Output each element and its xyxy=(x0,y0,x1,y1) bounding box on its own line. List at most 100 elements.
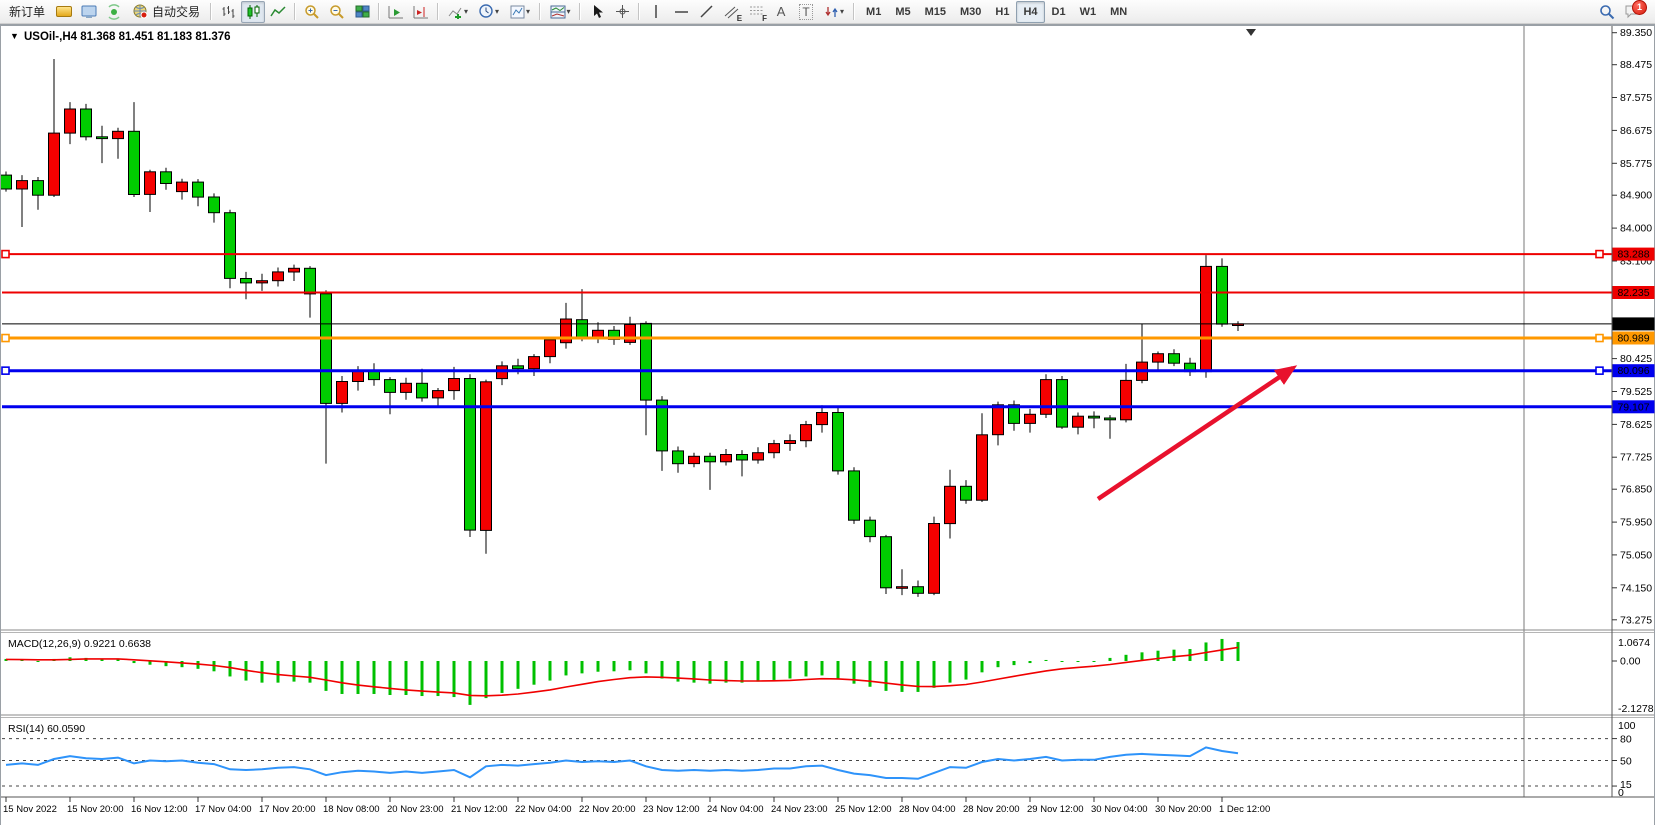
chart-canvas[interactable]: 89.350 88.475 87.575 86.675 85.775 84.900 84.0… xyxy=(0,25,1655,825)
time-tick-label: 21 Nov 12:00 xyxy=(451,804,508,815)
text-label-icon[interactable]: T xyxy=(794,1,818,23)
macd-histogram-bar xyxy=(564,661,568,676)
candle-body xyxy=(480,381,492,531)
macd-histogram-bar xyxy=(420,661,424,697)
window-menu-icon[interactable]: ▼ xyxy=(10,31,19,41)
macd-histogram-bar xyxy=(788,661,792,679)
macd-histogram-bar xyxy=(804,661,808,677)
notifications-icon[interactable]: 1 xyxy=(1620,0,1647,23)
indicator-window-icon[interactable]: ▾ xyxy=(545,1,575,23)
time-axis[interactable]: 15 Nov 2022 15 Nov 20:00 16 Nov 12:00 17 No… xyxy=(3,797,1270,815)
macd-histogram-bar xyxy=(820,661,824,676)
rsi-pane xyxy=(2,738,1612,787)
bar-chart-icon[interactable] xyxy=(216,1,240,23)
timeframe-h1-button[interactable]: H1 xyxy=(995,5,1010,18)
macd-histogram-bar xyxy=(964,661,968,680)
timeframe-mn-button[interactable]: MN xyxy=(1110,5,1128,18)
macd-histogram-bar xyxy=(436,661,440,697)
line-handle[interactable] xyxy=(1595,366,1604,375)
timeframe-m30-button[interactable]: M30 xyxy=(960,5,982,18)
order-book-icon[interactable] xyxy=(52,1,76,23)
text-tool-icon[interactable]: A xyxy=(776,4,786,19)
macd-signal-line xyxy=(5,646,1239,697)
price-axis[interactable]: 89.350 88.475 87.575 86.675 85.775 84.900 84.0… xyxy=(1612,27,1655,799)
line-handle[interactable] xyxy=(1595,249,1604,259)
candle-body xyxy=(48,132,60,196)
macd-histogram-bar xyxy=(1236,642,1240,661)
signal-icon[interactable] xyxy=(102,1,126,23)
price-tick-label: 75.050 xyxy=(1620,549,1652,561)
candle-body xyxy=(688,455,700,465)
macd-histogram-bar xyxy=(660,661,664,679)
auto-scroll-icon[interactable] xyxy=(384,1,408,23)
crosshair-icon[interactable] xyxy=(610,1,634,23)
candle-body xyxy=(704,455,716,463)
chart-shift-icon[interactable] xyxy=(409,1,433,23)
macd-histogram-bar xyxy=(692,661,696,683)
timeframe-m1-button[interactable]: M1 xyxy=(866,5,882,18)
separator xyxy=(294,3,297,20)
timeframe-toolbar: M1 M5 M15 M30 H1 H4 D1 W1 MN xyxy=(859,0,1134,23)
macd-histogram-bar xyxy=(196,661,200,669)
line-handle[interactable] xyxy=(1,333,10,343)
horizontal-line-icon[interactable] xyxy=(669,1,693,23)
search-icon[interactable] xyxy=(1595,1,1619,23)
macd-histogram-bar xyxy=(228,661,232,677)
macd-histogram-bar xyxy=(116,659,120,661)
terminal-icon[interactable] xyxy=(77,1,101,23)
price-tick-label: 84.000 xyxy=(1620,223,1652,235)
new-order-button[interactable]: 新订单 xyxy=(3,2,51,22)
tile-windows-icon[interactable] xyxy=(350,1,374,23)
fibonacci-icon[interactable]: F xyxy=(744,1,768,23)
line-handle[interactable] xyxy=(1595,333,1604,343)
macd-histogram-bar xyxy=(644,661,648,674)
chart-shift-marker[interactable] xyxy=(1246,29,1256,36)
candle-body xyxy=(112,130,124,140)
macd-histogram-bar xyxy=(756,661,760,682)
timeframe-m5-button[interactable]: M5 xyxy=(895,5,911,18)
timeframe-d1-button[interactable]: D1 xyxy=(1051,5,1066,18)
arrows-tool-icon[interactable]: ▾ xyxy=(819,1,849,23)
candle-body xyxy=(928,523,940,594)
candle-body xyxy=(736,454,748,461)
price-tick-label: 77.725 xyxy=(1620,452,1652,464)
periods-clock-icon[interactable]: ▾ xyxy=(474,1,504,23)
timeframe-w1-button[interactable]: W1 xyxy=(1079,5,1097,18)
separator xyxy=(437,3,440,20)
annotation-arrow[interactable] xyxy=(1096,365,1298,501)
macd-scale-zero: 0.00 xyxy=(1620,656,1641,668)
line-price-label: 80.989 xyxy=(1617,333,1649,345)
price-tick-label: 76.850 xyxy=(1620,484,1652,496)
macd-histogram-bar xyxy=(628,661,632,671)
equidistant-channel-icon[interactable]: E xyxy=(719,1,743,23)
line-handle[interactable] xyxy=(1,249,10,259)
candle-body xyxy=(832,412,844,472)
macd-pane xyxy=(4,638,1240,705)
macd-histogram-bar xyxy=(516,661,520,689)
auto-trading-button[interactable]: 自动交易 xyxy=(127,2,206,22)
trendline-icon[interactable] xyxy=(694,1,718,23)
rsi-scale-label: 50 xyxy=(1620,756,1632,768)
candle-body xyxy=(576,319,588,340)
line-handle[interactable] xyxy=(1,366,10,375)
zoom-in-icon[interactable] xyxy=(300,1,324,23)
candle-body xyxy=(784,440,796,445)
templates-icon[interactable]: ▾ xyxy=(505,1,535,23)
cursor-icon[interactable] xyxy=(585,1,609,23)
line-chart-icon[interactable] xyxy=(266,1,290,23)
vertical-line-icon[interactable] xyxy=(644,1,668,23)
macd-histogram-bar xyxy=(932,661,936,688)
macd-histogram-bar xyxy=(996,661,1000,668)
time-tick-label: 28 Nov 04:00 xyxy=(899,804,956,815)
macd-histogram-bar xyxy=(1012,661,1016,666)
candle-body xyxy=(544,339,556,358)
candlestick-chart-icon[interactable] xyxy=(241,0,266,23)
timeframe-h4-button[interactable]: H4 xyxy=(1016,0,1045,23)
candle-body xyxy=(624,324,636,343)
zoom-out-icon[interactable] xyxy=(325,1,349,23)
macd-histogram-bar xyxy=(340,661,344,694)
new-order-label: 新订单 xyxy=(9,5,46,19)
indicators-icon[interactable]: ▾ xyxy=(443,1,473,23)
timeframe-m15-button[interactable]: M15 xyxy=(924,5,946,18)
candle-body xyxy=(880,536,892,589)
